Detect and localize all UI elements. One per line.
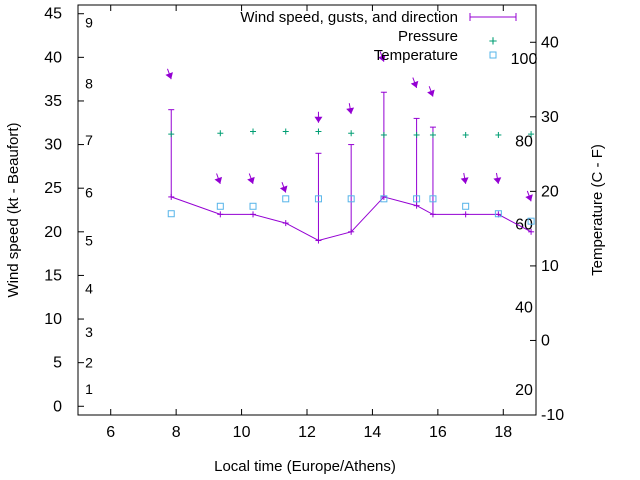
y-tick-label: 10 xyxy=(44,311,62,328)
y2-tick-label: 40 xyxy=(541,34,559,51)
temperature-point xyxy=(282,195,290,203)
beaufort-label: 2 xyxy=(85,355,93,371)
wind-direction-arrowhead xyxy=(493,177,502,184)
legend-temperature-marker xyxy=(489,51,497,59)
y-tick-label: 0 xyxy=(53,398,62,415)
temperature-point xyxy=(167,210,175,218)
wind-direction-arrowhead xyxy=(460,177,469,184)
beaufort-label: 5 xyxy=(85,233,93,249)
fahrenheit-label: 20 xyxy=(515,382,533,399)
beaufort-label: 3 xyxy=(85,324,93,340)
legend-pressure-label: Pressure xyxy=(398,28,458,45)
legend-pressure-marker: + xyxy=(489,33,498,50)
axis-ticks xyxy=(78,5,536,416)
y2-tick-label: 10 xyxy=(541,258,559,275)
x-axis-label: Local time (Europe/Athens) xyxy=(214,458,396,475)
y-tick-label: 45 xyxy=(44,6,62,23)
fahrenheit-label: 80 xyxy=(515,134,533,151)
wind-direction-arrowhead xyxy=(214,176,223,184)
plot-frame xyxy=(77,4,537,416)
temperature-point xyxy=(527,217,535,225)
y2-axis-label: Temperature (C - F) xyxy=(589,144,606,276)
x-tick-label: 14 xyxy=(364,424,382,441)
temperature-point xyxy=(380,195,388,203)
beaufort-label: 6 xyxy=(85,185,93,201)
temperature-point xyxy=(347,195,355,203)
y-tick-label: 20 xyxy=(44,224,62,241)
x-tick-label: 16 xyxy=(429,424,447,441)
beaufort-label: 9 xyxy=(85,14,93,30)
beaufort-label: 8 xyxy=(85,76,93,92)
y-tick-label: 5 xyxy=(53,355,62,372)
wind-direction-arrowhead xyxy=(247,176,255,184)
temperature-point xyxy=(494,210,502,218)
axis-tick-labels: 6 8 10 12 14 16 18051015202530354045-100102030… xyxy=(44,6,564,441)
fahrenheit-label: 40 xyxy=(515,299,533,316)
wind-direction-arrowhead xyxy=(525,194,533,202)
temperature-point xyxy=(314,195,322,203)
wind-direction-arrowhead xyxy=(346,107,355,115)
x-tick-label: 6 xyxy=(106,424,115,441)
fahrenheit-label: 100 xyxy=(511,51,538,68)
wind-direction-arrowhead xyxy=(279,185,288,193)
wind-direction-arrowhead xyxy=(378,54,386,62)
y-tick-label: 25 xyxy=(44,180,62,197)
wind-direction-arrowhead xyxy=(427,89,435,97)
beaufort-label: 1 xyxy=(85,381,93,397)
legend-temperature-label: Temperature xyxy=(374,47,458,64)
y2-tick-label: 0 xyxy=(541,332,550,349)
x-tick-label: 18 xyxy=(494,424,512,441)
y-tick-label: 35 xyxy=(44,93,62,110)
legend-wind-label: Wind speed, gusts, and direction xyxy=(240,9,458,26)
temperature-point xyxy=(429,195,437,203)
wind-direction-arrowhead xyxy=(165,72,173,80)
data-marks xyxy=(165,51,535,244)
x-tick-label: 10 xyxy=(233,424,251,441)
x-tick-label: 8 xyxy=(172,424,181,441)
y-tick-label: 15 xyxy=(44,267,62,284)
y-tick-label: 30 xyxy=(44,137,62,154)
beaufort-label: 7 xyxy=(85,132,93,148)
wind-speed-line xyxy=(171,196,532,242)
temperature-point xyxy=(216,202,224,210)
y2-tick-label: 30 xyxy=(541,109,559,126)
wind-direction-arrowhead xyxy=(314,116,323,123)
y2-tick-label: -10 xyxy=(541,407,564,424)
x-tick-label: 12 xyxy=(298,424,316,441)
beaufort-label: 4 xyxy=(85,281,93,297)
y2-tick-label: 20 xyxy=(541,183,559,200)
y-tick-label: 40 xyxy=(44,49,62,66)
temperature-point xyxy=(249,202,257,210)
wind-direction-arrowhead xyxy=(410,80,419,88)
temperature-point xyxy=(413,195,421,203)
y-axis-label: Wind speed (kt - Beaufort) xyxy=(5,122,22,297)
temperature-point xyxy=(462,202,470,210)
legend: Wind speed, gusts, and direction Pressur… xyxy=(240,9,517,64)
